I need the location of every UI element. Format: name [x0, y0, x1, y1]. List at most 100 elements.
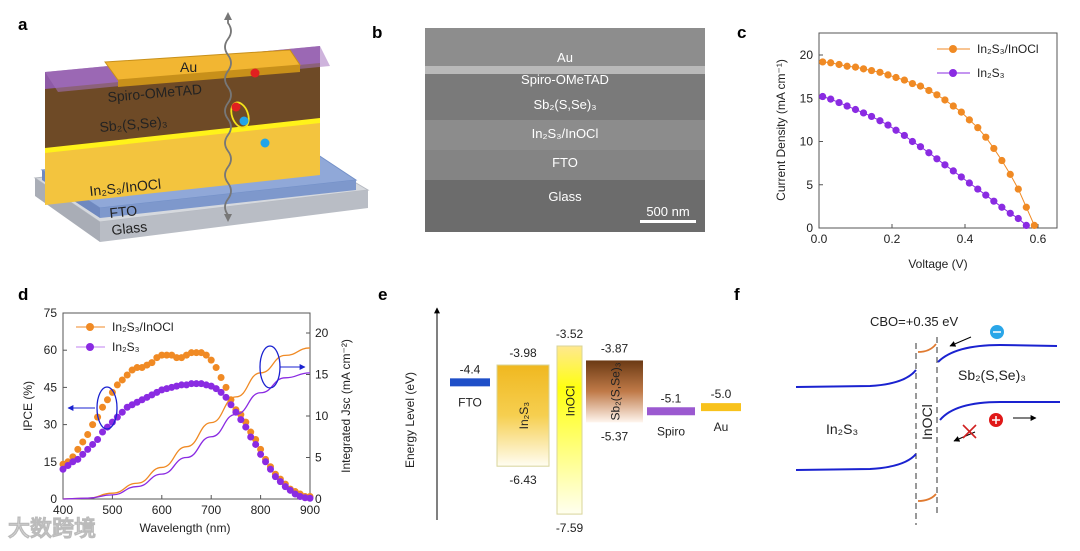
- x-tick-label: 600: [152, 503, 172, 517]
- data-point: [925, 149, 933, 157]
- ipce-point: [202, 351, 210, 359]
- material-name: In₂S₃: [517, 402, 531, 430]
- in2s3-front: [45, 120, 320, 205]
- chart-d-frame: [62, 312, 311, 500]
- hole-icon: [250, 68, 260, 78]
- data-point: [998, 156, 1006, 165]
- electron-icon: [239, 116, 249, 126]
- in2s3-conduction-band: [795, 369, 917, 388]
- y-tick-label: 15: [44, 455, 58, 469]
- ipce-point: [212, 364, 220, 372]
- ipce-point: [222, 383, 230, 391]
- sem-label-fto: FTO: [552, 155, 578, 170]
- data-point: [884, 121, 892, 129]
- sem-label-sb: Sb₂(S,Se)₃: [533, 97, 596, 112]
- chart-d-ylabel: IPCE (%): [21, 381, 35, 431]
- in2s3-top-line: [45, 117, 320, 153]
- panel-a-letter: a: [18, 15, 28, 34]
- y2-tick-label: 15: [315, 368, 329, 382]
- vb-value: -5.37: [601, 429, 629, 443]
- data-point: [851, 105, 860, 114]
- ipce-point: [217, 373, 225, 381]
- panel-d-letter: d: [18, 285, 28, 304]
- level-bar-4: [647, 407, 695, 416]
- ipce-point: [192, 349, 200, 357]
- panel-a-device-schematic: a Au Spiro-OMeTAD Sb₂(S,Se)₃ In₂S₃/InOCl: [18, 12, 370, 242]
- data-point: [851, 63, 860, 71]
- data-point: [827, 95, 835, 103]
- ipce-point: [113, 381, 121, 389]
- data-point: [827, 59, 835, 67]
- data-point: [884, 71, 892, 79]
- level-bar-0: [450, 378, 490, 387]
- ipce-point: [227, 401, 235, 409]
- data-point: [876, 117, 884, 125]
- material-name: InOCl: [564, 386, 578, 417]
- cb-value: -3.98: [509, 346, 537, 360]
- ipce-point: [118, 408, 126, 416]
- data-point: [925, 86, 933, 95]
- in2s3-valence-band: [795, 453, 917, 471]
- ipce-point: [64, 462, 72, 470]
- x-tick-label: 0.0: [811, 232, 828, 246]
- scale-bar-label: 500 nm: [646, 204, 689, 219]
- data-point: [819, 92, 827, 101]
- x-tick-label: 0.4: [957, 232, 974, 246]
- x-tick-label: 400: [53, 503, 73, 517]
- scale-bar: [640, 220, 696, 223]
- ipce-point: [79, 438, 87, 446]
- ipce-point: [84, 431, 92, 439]
- panel-e-energy-diagram: e Energy Level (eV) -4.4 FTO -3.98 -6.43 In₂…: [378, 285, 741, 535]
- panel-b-sem-image: b Au Spiro-OMeTAD Sb₂(S,Se)₃ In₂S₃/InOCl…: [372, 23, 705, 232]
- legend-c-marker-1: [949, 45, 957, 53]
- data-point: [974, 124, 982, 132]
- data-point: [908, 79, 917, 88]
- jsc-curve-2: [62, 372, 311, 500]
- sem-sb-band: [425, 74, 705, 120]
- data-point: [982, 191, 990, 199]
- y2-tick-label: 20: [315, 326, 329, 340]
- ipce-point: [276, 478, 284, 486]
- x-tick-label: 700: [201, 503, 221, 517]
- ipce-point: [286, 486, 294, 494]
- y-tick-label: 20: [800, 48, 814, 62]
- data-point: [843, 102, 851, 110]
- vb-value: -7.59: [556, 521, 584, 535]
- chart-d-xlabel: Wavelength (nm): [140, 521, 231, 535]
- y-tick-label: 0: [50, 492, 57, 506]
- data-point: [1014, 185, 1022, 193]
- inocl-valence-band: [917, 493, 937, 502]
- level-value: -5.0: [711, 387, 732, 401]
- ipce-point: [306, 494, 314, 502]
- data-point: [957, 173, 965, 181]
- panel-f-band-diagram: f CBO=+0.35 eV In₂S₃ InOCl Sb₂(S,Se)₃: [734, 285, 1060, 525]
- f-label-inocl: InOCl: [919, 404, 935, 440]
- y2-tick-label: 10: [315, 409, 329, 423]
- y-tick-label: 30: [44, 418, 58, 432]
- sem-au-region: [425, 28, 705, 68]
- y-tick-label: 5: [806, 178, 813, 192]
- legend-d-marker-2: [86, 343, 94, 351]
- material-name: Au: [714, 420, 729, 434]
- ipce-point: [99, 403, 107, 411]
- chart-c-frame: [818, 32, 1058, 229]
- legend-d-label-1: In₂S₃/InOCl: [112, 320, 174, 334]
- band-box-2: [556, 345, 583, 515]
- y-tick-label: 45: [44, 380, 58, 394]
- y-tick-label: 15: [800, 91, 814, 105]
- series-line-2: [822, 96, 1027, 226]
- vb-value: -6.43: [509, 473, 537, 487]
- ipce-point: [148, 359, 156, 367]
- band-box-1: [496, 364, 550, 467]
- ipce-point: [123, 371, 131, 379]
- electron-icon: [260, 138, 270, 148]
- panel-e-letter: e: [378, 285, 387, 304]
- data-point: [867, 112, 876, 121]
- panel-b-letter: b: [372, 23, 382, 42]
- arrow-down-icon: [224, 214, 232, 222]
- layer-label-glass: Glass: [111, 218, 148, 238]
- x-tick-label: 800: [251, 503, 271, 517]
- ipce-point: [247, 433, 255, 441]
- y-tick-label: 60: [44, 343, 58, 357]
- ipce-point: [192, 380, 200, 388]
